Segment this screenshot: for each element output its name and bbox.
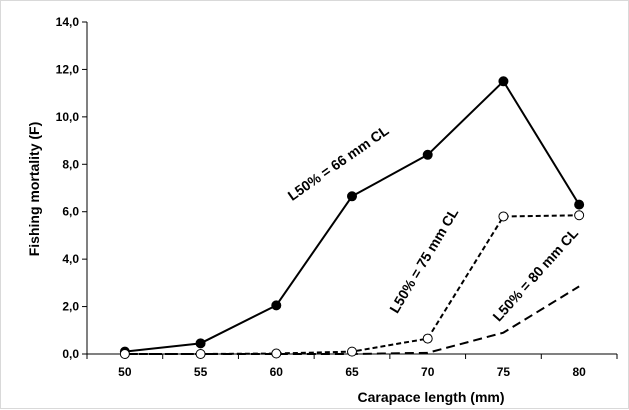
series-2-point <box>498 211 509 222</box>
annotation-l50-75: L50% = 75 mm CL <box>386 205 461 316</box>
y-tick-label: 14,0 <box>56 15 80 29</box>
series-2-point <box>271 348 282 359</box>
x-tick-label: 55 <box>194 365 208 379</box>
y-tick-label: 2,0 <box>62 300 79 314</box>
series-2-point <box>574 210 585 221</box>
x-tick-label: 80 <box>572 365 586 379</box>
x-tick-label: 75 <box>497 365 511 379</box>
series-2-point <box>195 349 206 359</box>
series-1-point <box>422 149 433 160</box>
y-tick-label: 8,0 <box>62 157 79 171</box>
annotation-l50-66: L50% = 66 mm CL <box>285 122 392 204</box>
x-axis-title: Carapace length (mm) <box>357 389 504 405</box>
series-2-point <box>347 346 357 357</box>
annotation-l50-80: L50% = 80 mm CL <box>489 225 581 325</box>
x-tick-label: 65 <box>345 365 359 379</box>
y-tick-labels: 0,0 2,0 4,0 6,0 8,0 10,0 12,0 14,0 <box>56 15 80 361</box>
y-tick-label: 6,0 <box>62 205 79 219</box>
x-tick-label: 70 <box>421 365 435 379</box>
x-tick-label: 50 <box>118 365 132 379</box>
series-2-point <box>422 333 433 344</box>
series-markers <box>119 76 585 359</box>
series-2-line <box>124 214 580 355</box>
y-axis-title: Fishing mortality (F) <box>26 122 42 257</box>
axes <box>82 21 618 359</box>
y-tick-label: 10,0 <box>56 110 80 124</box>
series-2-point <box>119 349 130 359</box>
y-tick-label: 0,0 <box>62 347 79 361</box>
series-1-point <box>347 191 357 202</box>
series-1-point <box>271 300 282 311</box>
y-tick-label: 4,0 <box>62 252 79 266</box>
x-tick-label: 60 <box>270 365 284 379</box>
x-tick-labels: 50 55 60 65 70 75 80 <box>118 365 586 379</box>
series-1-point <box>498 76 509 87</box>
series-1-point <box>574 199 585 210</box>
y-tick-label: 12,0 <box>56 62 80 76</box>
series-1-point <box>195 338 206 349</box>
